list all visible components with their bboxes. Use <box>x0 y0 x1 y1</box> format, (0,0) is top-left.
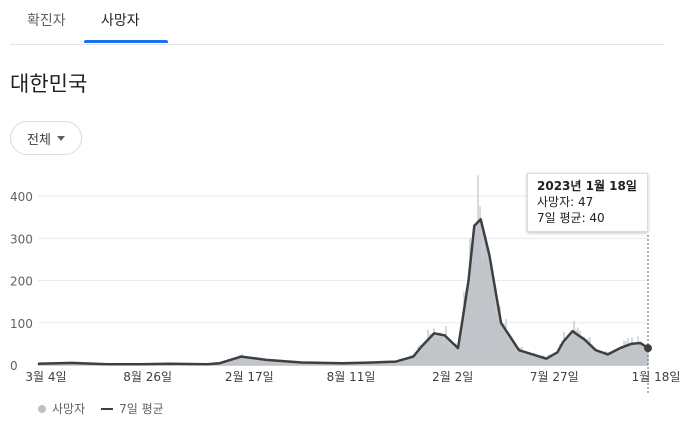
chart-legend: 사망자 7일 평균 <box>38 400 164 417</box>
avg-line <box>37 218 649 366</box>
y-tick-label: 100 <box>10 317 33 331</box>
page-title: 대한민국 <box>10 72 88 96</box>
caret-down-icon <box>56 135 65 141</box>
legend-daily-label: 사망자 <box>52 402 86 416</box>
deaths-chart[interactable]: 0 100 200 300 400 3월 4일 8월 26일 2월 17일 8월 11일 2월 … <box>0 160 689 400</box>
active-tab-indicator <box>84 40 168 43</box>
hover-point <box>644 344 652 353</box>
x-tick-label: 7월 27일 <box>530 370 579 384</box>
tooltip-deaths: 사망자: 47 <box>537 195 594 209</box>
tab-deaths[interactable]: 사망자 <box>101 13 140 29</box>
y-tick-label: 200 <box>10 275 33 289</box>
y-tick-label: 0 <box>10 359 18 373</box>
range-dropdown-label: 전체 <box>27 132 51 148</box>
y-tick-label: 300 <box>10 232 33 246</box>
tab-confirmed[interactable]: 확진자 <box>27 13 66 29</box>
x-tick-label: 2월 17일 <box>225 370 274 384</box>
y-axis: 0 100 200 300 400 <box>10 190 33 373</box>
x-axis: 3월 4일 8월 26일 2월 17일 8월 11일 2월 2일 7월 27일 1월 18일 <box>25 370 680 384</box>
x-tick-label: 3월 4일 <box>25 370 66 384</box>
avg-area <box>38 219 648 365</box>
y-tick-label: 400 <box>10 190 33 204</box>
x-tick-label: 2월 2일 <box>432 370 473 384</box>
legend-avg-label: 7일 평균 <box>119 402 164 416</box>
legend-daily-marker <box>38 404 46 413</box>
tooltip-date: 2023년 1월 18일 <box>537 179 637 193</box>
legend-avg-marker <box>101 407 114 410</box>
x-tick-label: 8월 11일 <box>327 370 376 384</box>
tooltip-average: 7일 평균: 40 <box>537 211 605 225</box>
tab-bar: 확진자 사망자 <box>10 0 664 45</box>
x-tick-label: 1월 18일 <box>632 370 681 384</box>
range-dropdown[interactable]: 전체 <box>10 121 82 155</box>
x-tick-label: 8월 26일 <box>123 370 172 384</box>
data-tooltip: 2023년 1월 18일 사망자: 47 7일 평균: 40 <box>527 173 648 232</box>
